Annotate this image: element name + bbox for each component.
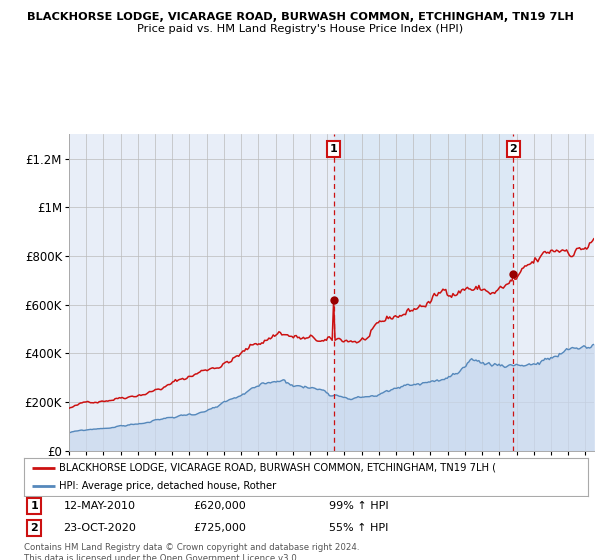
Text: 1: 1 [30,501,38,511]
Text: 23-OCT-2020: 23-OCT-2020 [64,523,136,533]
Text: 2: 2 [509,144,517,154]
Text: HPI: Average price, detached house, Rother: HPI: Average price, detached house, Roth… [59,481,276,491]
Text: BLACKHORSE LODGE, VICARAGE ROAD, BURWASH COMMON, ETCHINGHAM, TN19 7LH: BLACKHORSE LODGE, VICARAGE ROAD, BURWASH… [26,12,574,22]
Text: 12-MAY-2010: 12-MAY-2010 [64,501,136,511]
Bar [334,134,513,451]
Text: £620,000: £620,000 [193,501,246,511]
Text: Contains HM Land Registry data © Crown copyright and database right 2024.
This d: Contains HM Land Registry data © Crown c… [24,543,359,560]
Text: BLACKHORSE LODGE, VICARAGE ROAD, BURWASH COMMON, ETCHINGHAM, TN19 7LH (: BLACKHORSE LODGE, VICARAGE ROAD, BURWASH… [59,463,496,473]
Text: 55% ↑ HPI: 55% ↑ HPI [329,523,388,533]
Text: 99% ↑ HPI: 99% ↑ HPI [329,501,388,511]
Text: 1: 1 [329,144,337,154]
Text: Price paid vs. HM Land Registry's House Price Index (HPI): Price paid vs. HM Land Registry's House … [137,24,463,34]
Text: £725,000: £725,000 [193,523,246,533]
Text: 2: 2 [30,523,38,533]
